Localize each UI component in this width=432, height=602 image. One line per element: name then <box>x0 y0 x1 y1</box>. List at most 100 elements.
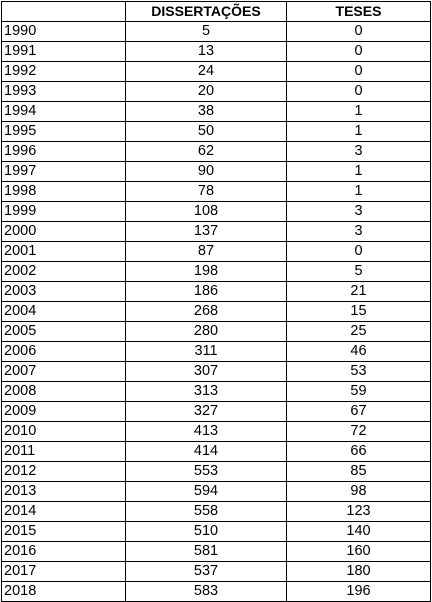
cell-dissertacoes: 198 <box>125 261 287 282</box>
cell-year: 2012 <box>1 461 126 482</box>
table-header: DISSERTAÇÕES TESES <box>1 1 431 22</box>
cell-dissertacoes: 268 <box>125 301 287 322</box>
cell-dissertacoes: 20 <box>125 81 287 102</box>
cell-teses: 67 <box>286 401 431 422</box>
table-row: 2006 311 46 <box>1 341 431 362</box>
cell-year: 1993 <box>1 81 126 102</box>
table-row: 2014 558 123 <box>1 501 431 522</box>
cell-teses: 1 <box>286 121 431 142</box>
header-year <box>1 1 126 22</box>
cell-teses: 59 <box>286 381 431 402</box>
table-row: 2001 87 0 <box>1 241 431 262</box>
cell-dissertacoes: 78 <box>125 181 287 202</box>
cell-dissertacoes: 38 <box>125 101 287 122</box>
table-row: 2017 537 180 <box>1 561 431 582</box>
cell-dissertacoes: 558 <box>125 501 287 522</box>
cell-teses: 0 <box>286 41 431 62</box>
table-row: 2003 186 21 <box>1 281 431 302</box>
cell-year: 2018 <box>1 581 126 602</box>
cell-dissertacoes: 583 <box>125 581 287 602</box>
cell-year: 2003 <box>1 281 126 302</box>
table-row: 2015 510 140 <box>1 521 431 542</box>
cell-dissertacoes: 50 <box>125 121 287 142</box>
table-row: 1990 5 0 <box>1 21 431 42</box>
header-teses: TESES <box>286 1 431 22</box>
cell-year: 1990 <box>1 21 126 42</box>
cell-teses: 3 <box>286 141 431 162</box>
cell-dissertacoes: 537 <box>125 561 287 582</box>
cell-dissertacoes: 108 <box>125 201 287 222</box>
cell-dissertacoes: 13 <box>125 41 287 62</box>
cell-teses: 72 <box>286 421 431 442</box>
cell-dissertacoes: 280 <box>125 321 287 342</box>
cell-teses: 1 <box>286 161 431 182</box>
cell-dissertacoes: 90 <box>125 161 287 182</box>
table-row: 2011 414 66 <box>1 441 431 462</box>
cell-teses: 5 <box>286 261 431 282</box>
cell-teses: 3 <box>286 201 431 222</box>
header-dissertacoes: DISSERTAÇÕES <box>125 1 287 22</box>
cell-teses: 85 <box>286 461 431 482</box>
cell-year: 2007 <box>1 361 126 382</box>
table-row: 1998 78 1 <box>1 181 431 202</box>
cell-dissertacoes: 87 <box>125 241 287 262</box>
table-row: 2010 413 72 <box>1 421 431 442</box>
cell-teses: 0 <box>286 21 431 42</box>
cell-dissertacoes: 581 <box>125 541 287 562</box>
table-row: 1996 62 3 <box>1 141 431 162</box>
cell-dissertacoes: 307 <box>125 361 287 382</box>
cell-year: 1998 <box>1 181 126 202</box>
cell-teses: 25 <box>286 321 431 342</box>
cell-year: 1995 <box>1 121 126 142</box>
cell-teses: 46 <box>286 341 431 362</box>
cell-teses: 160 <box>286 541 431 562</box>
cell-teses: 123 <box>286 501 431 522</box>
cell-year: 2009 <box>1 401 126 422</box>
cell-year: 2015 <box>1 521 126 542</box>
cell-dissertacoes: 5 <box>125 21 287 42</box>
cell-dissertacoes: 413 <box>125 421 287 442</box>
table-body: 1990 5 0 1991 13 0 1992 24 0 1993 20 0 1994 38 1 1995 50… <box>1 21 431 602</box>
cell-year: 2005 <box>1 321 126 342</box>
cell-dissertacoes: 553 <box>125 461 287 482</box>
cell-year: 1992 <box>1 61 126 82</box>
cell-teses: 0 <box>286 61 431 82</box>
cell-year: 2013 <box>1 481 126 502</box>
cell-dissertacoes: 311 <box>125 341 287 362</box>
cell-year: 2016 <box>1 541 126 562</box>
cell-year: 2008 <box>1 381 126 402</box>
table-row: 1994 38 1 <box>1 101 431 122</box>
table-row: 2002 198 5 <box>1 261 431 282</box>
cell-year: 2017 <box>1 561 126 582</box>
cell-year: 1994 <box>1 101 126 122</box>
cell-dissertacoes: 313 <box>125 381 287 402</box>
table-row: 2004 268 15 <box>1 301 431 322</box>
cell-year: 2011 <box>1 441 126 462</box>
cell-teses: 1 <box>286 181 431 202</box>
cell-teses: 53 <box>286 361 431 382</box>
table-row: 1995 50 1 <box>1 121 431 142</box>
cell-teses: 3 <box>286 221 431 242</box>
cell-year: 1999 <box>1 201 126 222</box>
table-row: 2016 581 160 <box>1 541 431 562</box>
table-row: 1993 20 0 <box>1 81 431 102</box>
cell-year: 2002 <box>1 261 126 282</box>
table-row: 2008 313 59 <box>1 381 431 402</box>
table-row: 2009 327 67 <box>1 401 431 422</box>
cell-dissertacoes: 510 <box>125 521 287 542</box>
table-row: 2012 553 85 <box>1 461 431 482</box>
table-row: 2018 583 196 <box>1 581 431 602</box>
cell-teses: 98 <box>286 481 431 502</box>
cell-year: 1997 <box>1 161 126 182</box>
cell-dissertacoes: 24 <box>125 61 287 82</box>
cell-dissertacoes: 137 <box>125 221 287 242</box>
cell-dissertacoes: 186 <box>125 281 287 302</box>
cell-dissertacoes: 594 <box>125 481 287 502</box>
cell-teses: 0 <box>286 241 431 262</box>
cell-year: 2001 <box>1 241 126 262</box>
cell-teses: 0 <box>286 81 431 102</box>
table-row: 2013 594 98 <box>1 481 431 502</box>
cell-teses: 15 <box>286 301 431 322</box>
table-row: 1999 108 3 <box>1 201 431 222</box>
